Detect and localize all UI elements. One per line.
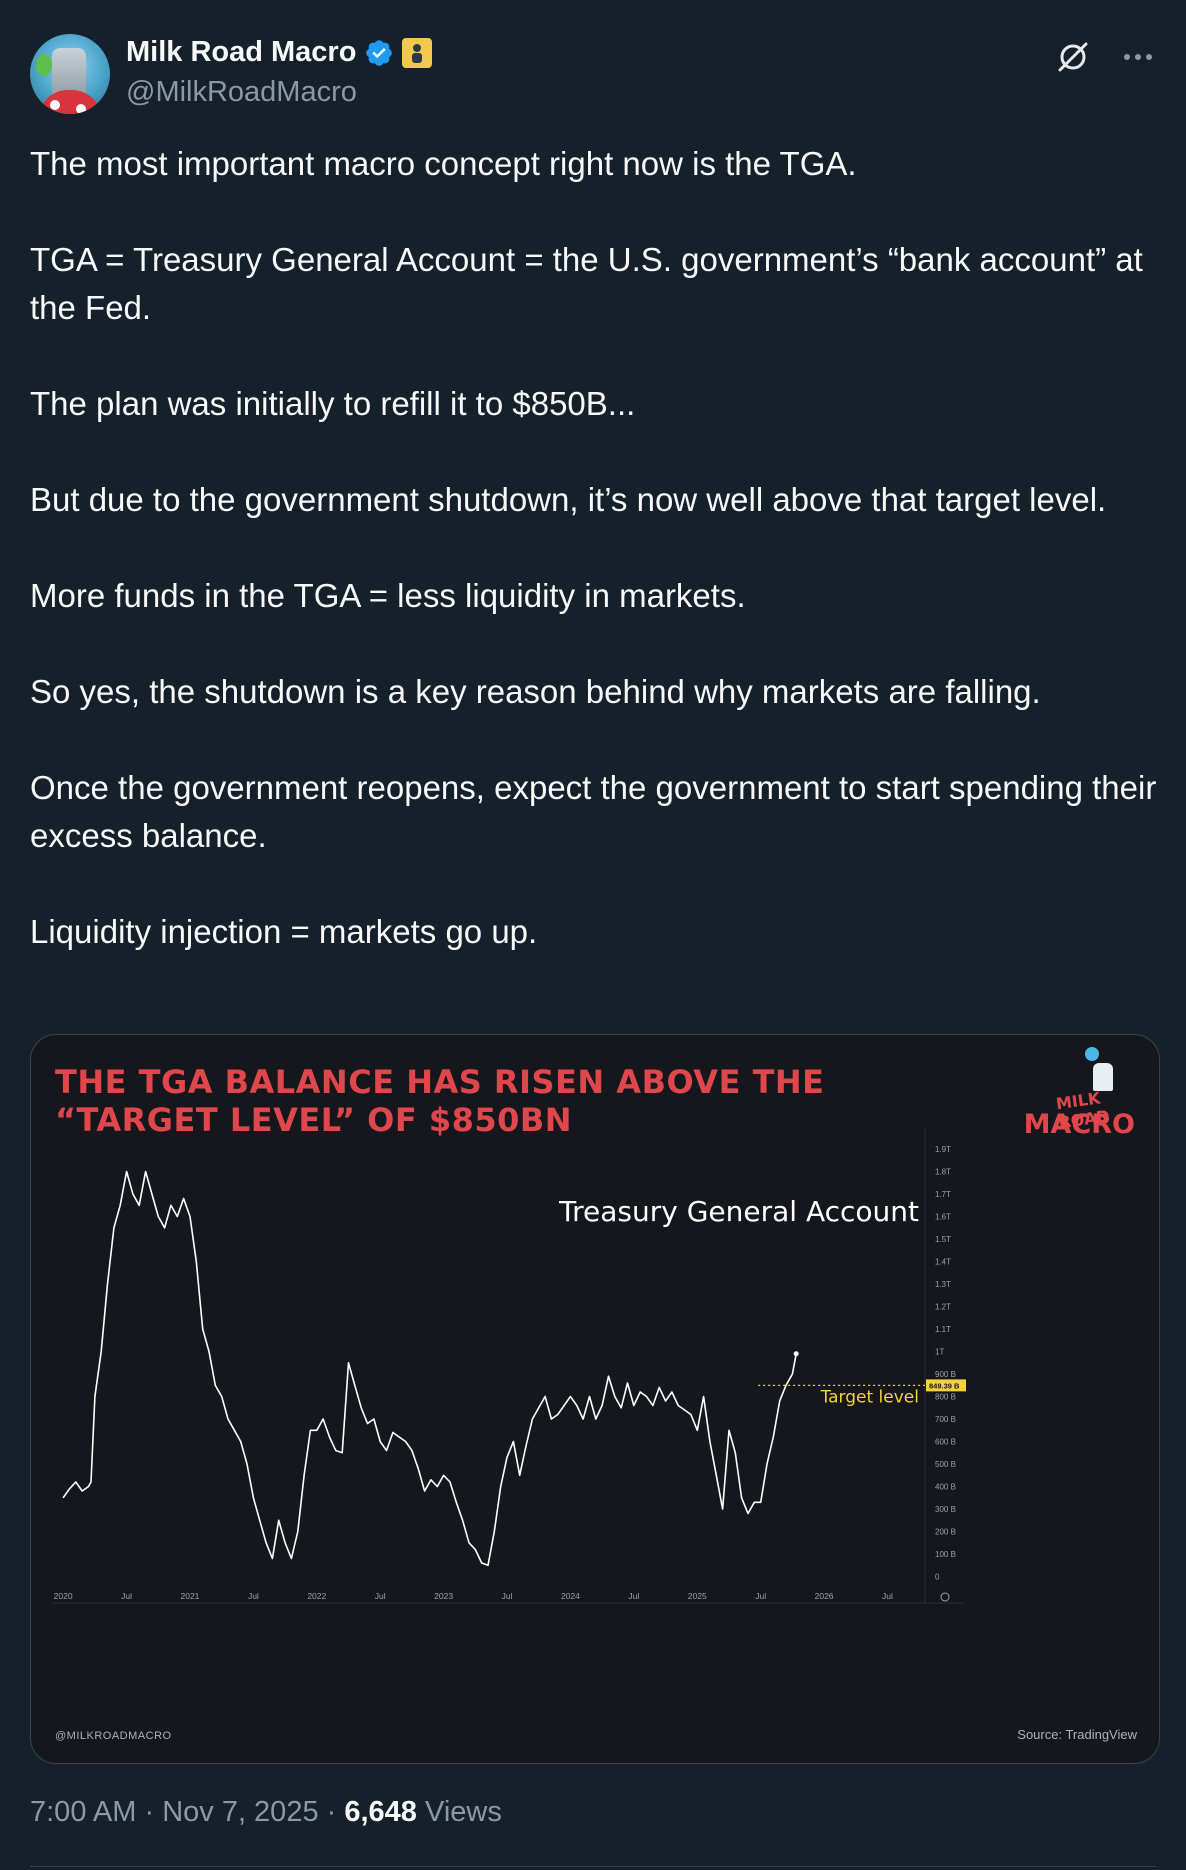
chart-source: Source: TradingView [1017,1727,1137,1742]
x-tick-label: 2021 [181,1591,200,1601]
more-icon[interactable] [1120,40,1156,74]
chart-title: THE TGA BALANCE HAS RISEN ABOVE THE “TAR… [55,1063,825,1139]
tweet-time[interactable]: 7:00 AM [30,1796,137,1828]
y-tick-label: 700 B [935,1415,956,1424]
tweet-paragraph: Liquidity injection = markets go up. [30,913,538,950]
y-tick-label: 1T [935,1348,944,1357]
y-tick-label: 1.6T [935,1213,951,1222]
tweet-paragraph: More funds in the TGA = less liquidity i… [30,577,746,614]
y-tick-label: 400 B [935,1483,956,1492]
grok-icon[interactable] [1056,40,1090,74]
views-count: 6,648 [344,1796,417,1828]
views-label: Views [416,1796,502,1828]
tweet-paragraph: Once the government reopens, expect the … [30,769,1157,854]
y-tick-label: 1.1T [935,1325,951,1334]
series-label: Treasury General Account [558,1195,919,1228]
affiliate-badge-icon[interactable] [402,37,433,68]
target-level-label: Target level [820,1387,919,1407]
x-tick-label: Jul [882,1591,893,1601]
tweet-meta: 7:00 AM · Nov 7, 2025 · 6,648 Views [30,1796,502,1829]
y-tick-label: 100 B [935,1550,956,1559]
verified-badge-icon [366,39,393,66]
tga-chart: 1.9T 1.8T 1.7T 1.6T 1.5T 1.4T 1.3T 1.2T 1.1T 1T 90… [53,1127,966,1604]
y-tick-label: 1.3T [935,1280,951,1289]
y-tick-label: 600 B [935,1438,956,1447]
tweet-paragraph: The most important macro concept right n… [30,145,857,182]
x-tick-label: 2026 [815,1591,834,1601]
y-tick-label: 1.2T [935,1303,951,1312]
x-tick-label: Jul [121,1591,132,1601]
x-tick-label: Jul [755,1591,766,1601]
author-name[interactable]: Milk Road Macro [126,36,357,68]
x-tick-label: 2024 [561,1591,580,1601]
tga-last-point [793,1351,799,1357]
tweet-paragraph: TGA = Treasury General Account = the U.S… [30,241,1143,326]
avatar-spot [50,100,60,110]
target-value-tag [926,1379,966,1392]
milk-road-macro-logo: MILK ROAD MACRO [1024,1043,1139,1147]
x-tick-label: Jul [502,1591,513,1601]
y-tick-label: 200 B [935,1528,956,1537]
y-tick-label: 800 B [935,1393,956,1402]
target-value-label: 849.39 B [929,1381,960,1390]
chart-settings-icon [940,1592,950,1602]
y-tick-label: 1.4T [935,1258,951,1267]
author-handle[interactable]: @MilkRoadMacro [126,76,357,108]
meta-separator: · [136,1796,163,1828]
logo-line2: MACRO [1023,1109,1135,1140]
y-tick-label: 300 B [935,1505,956,1514]
logo-figure [1093,1063,1113,1091]
avatar-spot [76,104,86,114]
tweet-paragraph: But due to the government shutdown, it’s… [30,481,1107,518]
tweet-text: The most important macro concept right n… [30,140,1160,956]
x-tick-label: 2023 [434,1591,453,1601]
x-tick-label: 2020 [54,1591,73,1601]
tweet-date[interactable]: Nov 7, 2025 [162,1796,319,1828]
tweet-header: Milk Road Macro @MilkRoadMacro [30,32,1156,116]
logo-globe [1085,1047,1099,1061]
x-tick-label: Jul [375,1591,386,1601]
divider [30,1866,1156,1867]
tweet-paragraph: So yes, the shutdown is a key reason beh… [30,673,1041,710]
tweet-paragraph: The plan was initially to refill it to $… [30,385,636,422]
y-tick-label: 1.5T [935,1235,951,1244]
avatar-shirt [38,90,102,114]
y-tick-label: 900 B [935,1370,956,1379]
tweet-media-image[interactable]: 1.9T 1.8T 1.7T 1.6T 1.5T 1.4T 1.3T 1.2T 1.1T 1T 90… [30,1034,1160,1764]
meta-separator: · [318,1796,345,1828]
y-tick-label: 500 B [935,1460,956,1469]
chart-watermark: @MILKROADMACRO [55,1730,172,1742]
author-name-row: Milk Road Macro [126,36,433,69]
y-tick-label: 1.8T [935,1168,951,1177]
x-tick-label: Jul [248,1591,259,1601]
y-tick-label: 1.7T [935,1190,951,1199]
y-tick-label: 1.9T [935,1145,951,1154]
avatar-leaf [36,54,52,76]
author-avatar[interactable] [30,34,110,114]
x-tick-label: 2022 [307,1591,326,1601]
y-tick-label: 0 [935,1573,940,1582]
tga-series-line [62,1170,797,1567]
x-tick-label: Jul [628,1591,639,1601]
x-tick-label: 2025 [688,1591,707,1601]
